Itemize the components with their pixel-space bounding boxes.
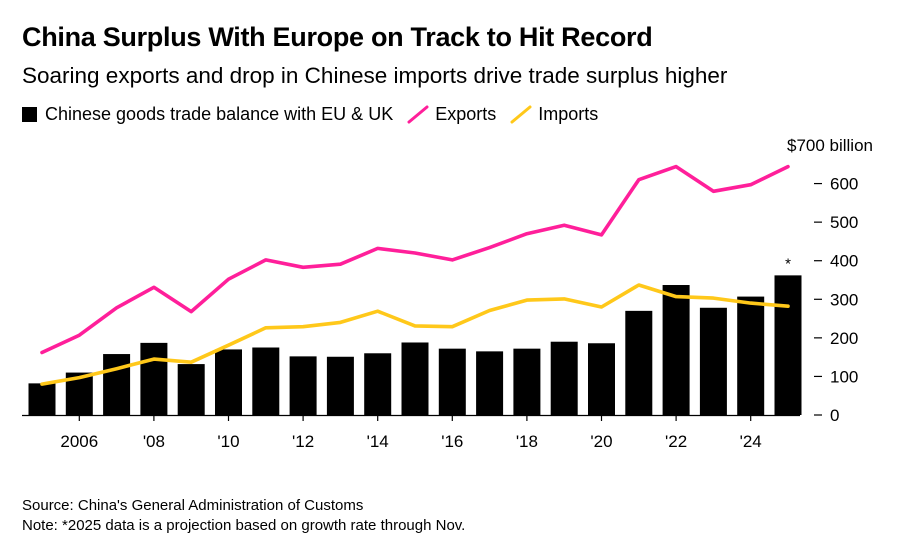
chart-title: China Surplus With Europe on Track to Hi… xyxy=(22,22,653,52)
x-tick-label-2006: 2006 xyxy=(60,432,98,451)
legend-item-balance: Chinese goods trade balance with EU & UK xyxy=(22,104,393,125)
legend-label-balance: Chinese goods trade balance with EU & UK xyxy=(45,103,394,124)
bar-2005 xyxy=(28,383,56,415)
legend: Chinese goods trade balance with EU & UK… xyxy=(22,102,612,126)
bar-2022 xyxy=(662,285,690,415)
x-tick-label-2022: '22 xyxy=(665,432,687,451)
x-tick-label-2008: '08 xyxy=(143,432,165,451)
y-tick-label-700: $700 billion xyxy=(787,136,873,155)
legend-label-imports: Imports xyxy=(538,103,599,124)
bar-2016 xyxy=(438,348,466,415)
bar-2007 xyxy=(103,354,131,415)
chart-area: 2006 '08 '10 '12 '14 '16 '18 '20 '22 '24 0 100 200 30… xyxy=(22,136,873,451)
bar-2025 xyxy=(774,275,802,415)
x-tick-label-2016: '16 xyxy=(441,432,463,451)
y-tick-label-0: 0 xyxy=(830,406,839,425)
bar-2021 xyxy=(625,310,653,415)
annotation-asterisk: * xyxy=(785,255,791,272)
y-tick-label-300: 300 xyxy=(830,290,858,309)
bar-2015 xyxy=(401,342,429,415)
x-tick-label-2020: '20 xyxy=(590,432,612,451)
imports-line xyxy=(40,283,790,386)
y-tick-label-100: 100 xyxy=(830,367,858,386)
bar-2010 xyxy=(215,349,242,415)
bar-2023 xyxy=(699,307,727,415)
bar-2011 xyxy=(252,347,280,415)
bar-2012 xyxy=(289,356,317,415)
bar-2018 xyxy=(513,348,541,415)
y-tick-label-200: 200 xyxy=(830,329,858,348)
legend-label-exports: Exports xyxy=(435,103,497,124)
y-tick-label-400: 400 xyxy=(830,252,858,271)
x-tick-label-2018: '18 xyxy=(516,432,538,451)
source-note: Source: China's General Administration o… xyxy=(22,497,364,514)
bar-2024 xyxy=(737,296,765,415)
x-tick-label-2012: '12 xyxy=(292,432,314,451)
bar-2014 xyxy=(364,353,392,415)
legend-swatch-imports xyxy=(510,105,532,124)
legend-swatch-exports xyxy=(407,105,429,124)
bar-2017 xyxy=(476,351,504,415)
bar-2013 xyxy=(326,356,354,415)
legend-swatch-balance xyxy=(22,106,37,122)
x-tick-label-2010: '10 xyxy=(217,432,239,451)
x-tick-label-2024: '24 xyxy=(740,432,762,451)
x-tick-label-2014: '14 xyxy=(367,432,389,451)
y-tick-label-600: 600 xyxy=(830,175,858,194)
legend-item-imports: Imports xyxy=(510,102,598,126)
bar-2020 xyxy=(588,343,615,415)
exports-line xyxy=(40,164,790,355)
y-tick-label-500: 500 xyxy=(830,213,858,232)
bar-2009 xyxy=(177,364,205,415)
footnote: Note: *2025 data is a projection based o… xyxy=(22,517,466,534)
legend-item-exports: Exports xyxy=(407,102,496,126)
chart-subtitle: Soaring exports and drop in Chinese impo… xyxy=(22,63,728,88)
bar-2019 xyxy=(550,341,578,415)
bar-2008 xyxy=(140,342,168,415)
